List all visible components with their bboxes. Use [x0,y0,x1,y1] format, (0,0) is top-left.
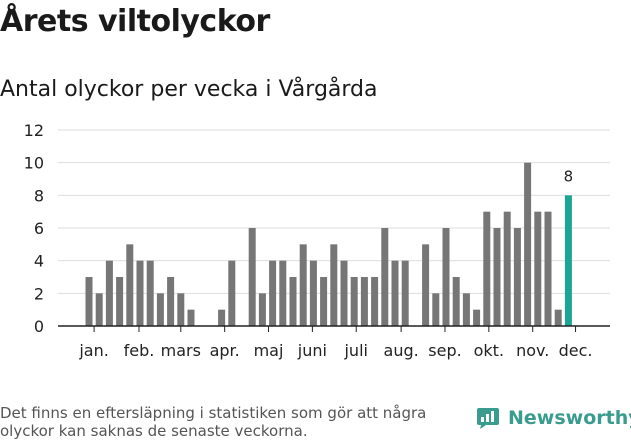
bar [340,260,348,326]
bar [473,309,481,326]
y-tick-label: 0 [34,317,44,336]
bar [360,277,368,326]
y-tick-label: 8 [34,186,44,205]
x-tick-label: maj [254,341,284,360]
bar [493,228,501,326]
x-tick-label: feb. [124,341,155,360]
x-tick-label: mars [161,341,201,360]
bar [371,277,379,326]
bar [95,293,103,326]
bar [177,293,185,326]
bar [116,277,124,326]
bar [309,260,317,326]
y-tick-label: 2 [34,284,44,303]
bar [167,277,175,326]
y-tick-label: 6 [34,219,44,238]
bar [269,260,277,326]
bar [391,260,399,326]
bar [422,244,430,326]
bar-chart-logo-icon [477,408,499,429]
bar [228,260,236,326]
chart-title: Årets viltolyckor [0,4,270,39]
bar [85,277,93,326]
bar [289,277,297,326]
chart-subtitle: Antal olyckor per vecka i Vårgårda [0,77,378,102]
x-tick-label: sep. [428,341,461,360]
x-tick-label: okt. [474,341,504,360]
bar [534,211,542,326]
bar [544,211,552,326]
bar [381,228,389,326]
bar [258,293,266,326]
y-tick-label: 10 [24,154,44,173]
y-tick-label: 12 [24,121,44,140]
x-tick-label: juni [297,341,327,360]
bar [503,211,511,326]
bar [136,260,144,326]
bar [187,309,195,326]
bar [452,277,460,326]
bar [126,244,134,326]
bar [218,309,226,326]
bar [432,293,440,326]
bar [350,277,358,326]
bar [299,244,307,326]
brand: Newsworthy [476,406,631,430]
footnote: Det finns en eftersläpning i statistiken… [0,404,427,440]
bar [462,293,470,326]
brand-name: Newsworthy [508,407,631,429]
bar [513,228,521,326]
bar [442,228,450,326]
bar [156,293,164,326]
data-label: 8 [564,167,574,185]
x-tick-label: dec. [559,341,593,360]
x-tick-label: jan. [78,341,108,360]
bar-chart: 0 2 4 6 8 10 12 8 jan. feb. mars apr. maj juni juli aug… [24,121,610,360]
bar [105,260,113,326]
bar [248,228,256,326]
bar [401,260,409,326]
y-tick-label: 4 [34,252,44,271]
bar [554,309,562,326]
bar-highlight [564,195,572,326]
bar [524,162,532,326]
bar [279,260,287,326]
x-tick-label: juli [343,341,367,360]
x-tick-label: nov. [516,341,549,360]
bar [330,244,338,326]
bar [483,211,491,326]
x-tick-label: apr. [210,341,240,360]
bar [146,260,154,326]
bar [320,277,328,326]
x-tick-label: aug. [384,341,419,360]
